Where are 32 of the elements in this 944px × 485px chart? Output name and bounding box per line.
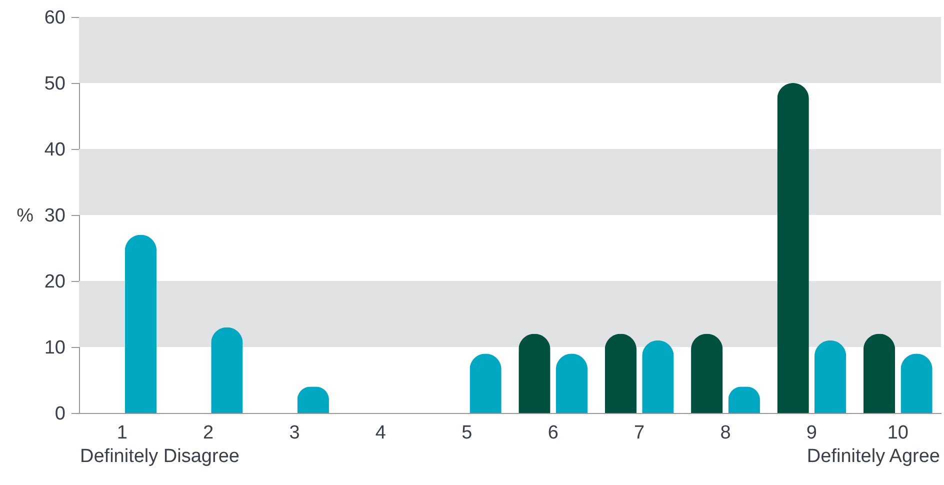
x-tick-label: 9 xyxy=(806,422,817,444)
y-tick-label: 60 xyxy=(44,8,66,28)
bar xyxy=(777,83,809,413)
y-axis-title: % xyxy=(16,206,34,226)
bar xyxy=(211,327,243,413)
x-tick-label: 8 xyxy=(720,422,731,444)
x-tick-label: 1 xyxy=(116,422,128,444)
text: Definitely Agree xyxy=(806,446,940,468)
y-tick-label: 20 xyxy=(44,272,66,292)
bar xyxy=(124,234,157,413)
bar xyxy=(556,354,588,413)
x-tick-label: 10 xyxy=(887,422,908,444)
y-tick-label: 50 xyxy=(44,74,66,94)
bar xyxy=(518,334,550,413)
x-tick-label: 6 xyxy=(548,422,558,444)
y-tick-label: 0 xyxy=(54,404,66,424)
y-tick-label: 30 xyxy=(44,206,66,226)
bar xyxy=(604,334,637,413)
x-tick-label: 5 xyxy=(462,422,472,444)
bar xyxy=(814,340,846,413)
x-tick-label: 3 xyxy=(289,422,300,444)
y-tick-label: 40 xyxy=(44,140,66,160)
text: Definitely Disagree xyxy=(80,446,240,468)
bar xyxy=(470,354,502,413)
bar xyxy=(863,334,896,413)
x-tick-label: 7 xyxy=(634,422,645,444)
bar xyxy=(642,340,674,413)
bar xyxy=(900,354,932,413)
bar xyxy=(691,334,723,413)
x-tick-label: 4 xyxy=(375,422,386,444)
y-tick-label: 10 xyxy=(44,338,66,358)
x-tick-label: 2 xyxy=(203,422,214,444)
